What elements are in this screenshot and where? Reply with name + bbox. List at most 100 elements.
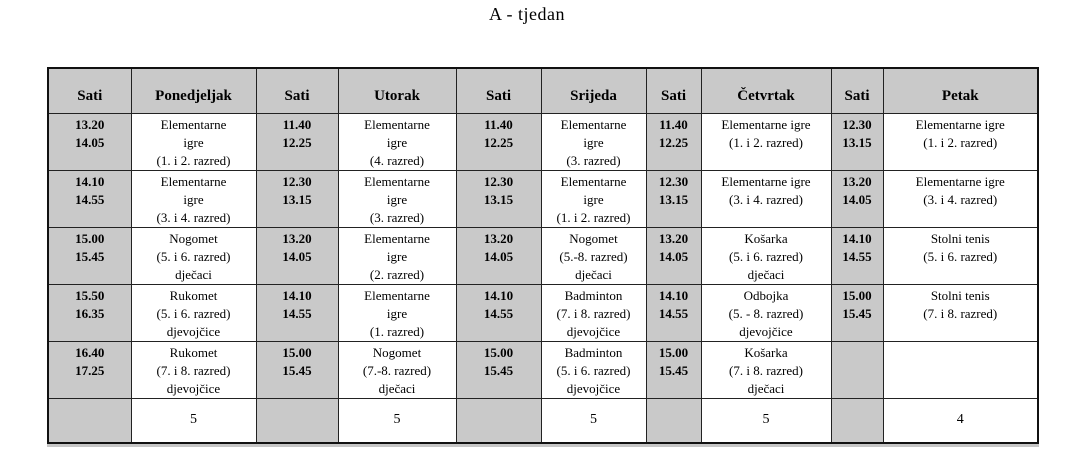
time-start: 13.20 [658,230,689,246]
totals-spacer-cell-ponedjeljak [47,397,132,444]
activity-line: Elementarne igre [721,116,811,132]
activity-line: Stolni tenis [930,287,990,303]
time-end: 15.45 [282,362,312,378]
activity-cell-ponedjeljak-row5: Rukomet (7. i 8. razred) djevojčice [130,340,257,399]
activity-line: Nogomet [372,344,422,360]
time-end: 14.55 [282,305,312,321]
column-header-sati-srijeda: Sati [455,67,542,114]
activity-cell-srijeda-row3: Nogomet (5.-8. razred) dječaci [540,226,647,285]
activity-cell-utorak-row4: Elementarne igre (1. razred) [337,283,457,342]
time-end: 13.15 [842,134,872,150]
time-start: 14.10 [282,287,312,303]
activity-cell-ponedjeljak-row2: Elementarne igre (3. i 4. razred) [130,169,257,228]
time-start: 12.30 [658,173,689,189]
activity-line: djevojčice [166,380,221,396]
time-start: 16.40 [75,344,105,360]
column-header-cetvrtak: Četvrtak [700,67,832,114]
time-cell-ponedjeljak-row2: 14.10 14.55 [47,169,132,228]
activity-line: igre [386,191,408,207]
activity-line: (7. i 8. razred) [156,362,231,378]
time-end: 14.55 [842,248,872,264]
activity-cell-ponedjeljak-row4: Rukomet (5. i 6. razred) djevojčice [130,283,257,342]
activity-line: Nogomet [569,230,618,246]
activity-line: igre [386,134,408,150]
time-cell-cetvrtak-row5: 15.00 15.45 [645,340,702,399]
time-start: 13.20 [282,230,312,246]
time-start: 15.00 [75,230,105,246]
activity-line: dječaci [378,380,416,396]
activity-line: (1. i 2. razred) [156,152,231,168]
time-start: 14.10 [75,173,105,189]
activity-line: (5. i 6. razred) [729,248,803,264]
timetable-row: 14.10 14.55 Elementarne igre (3. i 4. razred… [47,169,1039,228]
time-cell-utorak-row4: 14.10 14.55 [255,283,339,342]
activity-cell-petak-row4: Stolni tenis (7. i 8. razred) [882,283,1039,342]
activity-cell-utorak-row5: Nogomet (7.-8. razred) dječaci [337,340,457,399]
activity-line: dječaci [747,380,785,396]
activity-cell-petak-row3: Stolni tenis (5. i 6. razred) [882,226,1039,285]
time-cell-ponedjeljak-row5: 16.40 17.25 [47,340,132,399]
activity-line: Elementarne [364,230,430,246]
column-header-utorak: Utorak [337,67,457,114]
activity-line: (3. i 4. razred) [156,209,231,225]
time-start: 11.40 [282,116,312,132]
time-cell-utorak-row5: 15.00 15.45 [255,340,339,399]
totals-spacer-cell-petak [830,397,884,444]
activity-line: Košarka [744,344,788,360]
time-cell-cetvrtak-row1: 11.40 12.25 [645,112,702,171]
activity-cell-cetvrtak-row4: Odbojka (5. - 8. razred) djevojčice [700,283,832,342]
time-end: 16.35 [75,305,105,321]
time-cell-utorak-row1: 11.40 12.25 [255,112,339,171]
activity-cell-cetvrtak-row3: Košarka (5. i 6. razred) dječaci [700,226,832,285]
time-cell-cetvrtak-row3: 13.20 14.05 [645,226,702,285]
activity-line: (7. i 8. razred) [923,305,998,321]
activity-line: igre [386,305,408,321]
time-cell-petak-row4: 15.00 15.45 [830,283,884,342]
time-start: 12.30 [282,173,312,189]
activity-line: Elementarne igre [915,116,1005,132]
time-start: 12.30 [842,116,872,132]
time-cell-petak-row1: 12.30 13.15 [830,112,884,171]
activity-line: (5. i 6. razred) [156,248,231,264]
totals-spacer-cell-utorak [255,397,339,444]
activity-line: Elementarne igre [915,173,1005,189]
activity-line: (3. razred) [566,152,621,168]
activity-line: Elementarne [560,173,627,189]
activity-line: Rukomet [169,344,218,360]
totals-spacer-cell-srijeda [455,397,542,444]
activity-line: (4. razred) [369,152,425,168]
activity-line: igre [183,191,204,207]
activity-line: igre [583,191,604,207]
time-cell-ponedjeljak-row1: 13.20 14.05 [47,112,132,171]
activity-cell-utorak-row1: Elementarne igre (4. razred) [337,112,457,171]
time-end: 12.25 [658,134,689,150]
time-cell-ponedjeljak-row3: 15.00 15.45 [47,226,132,285]
total-cell-petak: 4 [882,397,1039,444]
activity-line: Košarka [744,230,788,246]
activity-line: Nogomet [169,230,218,246]
time-start: 15.00 [842,287,872,303]
activity-line: igre [183,134,204,150]
page-title: A - tjedan [489,4,565,24]
column-header-sati-utorak: Sati [255,67,339,114]
time-cell-srijeda-row4: 14.10 14.55 [455,283,542,342]
time-start: 13.20 [483,230,514,246]
activity-line: djevojčice [739,323,793,339]
time-end: 14.55 [483,305,514,321]
time-end: 14.05 [842,191,872,207]
total-cell-cetvrtak: 5 [700,397,832,444]
timetable-row: 15.00 15.45 Nogomet (5. i 6. razred) dječaci… [47,226,1039,285]
time-cell-ponedjeljak-row4: 15.50 16.35 [47,283,132,342]
activity-cell-petak-row1: Elementarne igre (1. i 2. razred) [882,112,1039,171]
time-cell-petak-row3: 14.10 14.55 [830,226,884,285]
activity-line: Stolni tenis [930,230,990,246]
activity-line: Elementarne igre [721,173,811,189]
activity-line: Elementarne [364,287,430,303]
activity-line: (5. i 6. razred) [556,362,631,378]
time-cell-utorak-row2: 12.30 13.15 [255,169,339,228]
time-end: 15.45 [75,248,105,264]
activity-line: (5.-8. razred) [559,248,628,264]
time-end: 14.55 [75,191,105,207]
time-start: 14.10 [658,287,689,303]
